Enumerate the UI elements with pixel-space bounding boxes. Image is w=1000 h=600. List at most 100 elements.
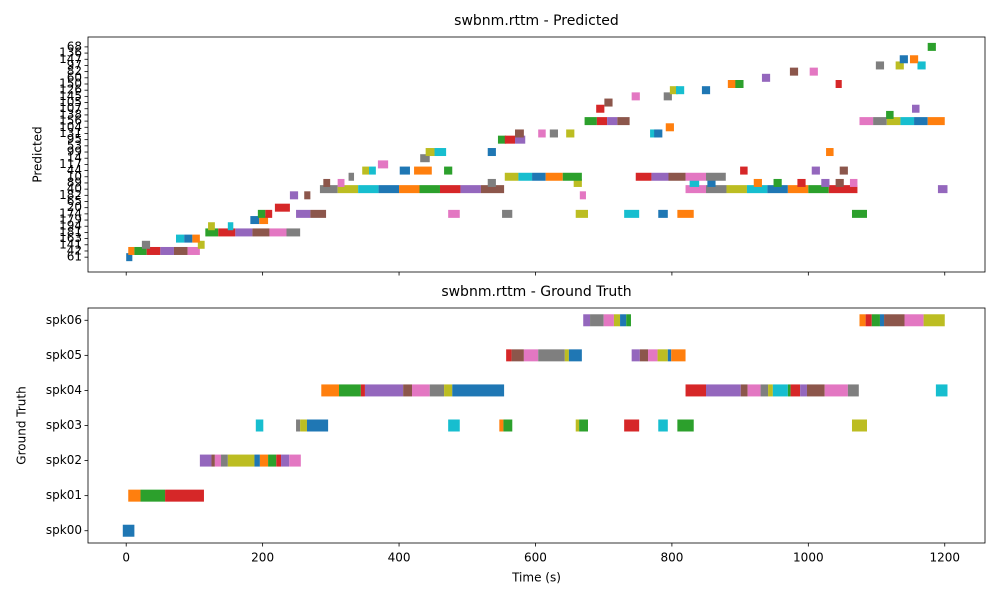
segment [439,185,461,194]
segment [419,185,440,194]
segment [575,209,589,218]
y-tick-label: 44 [67,163,82,177]
segment [658,209,668,218]
segment [235,228,253,237]
segment [504,135,516,144]
x-tick-label: 0 [122,551,130,565]
segment [434,148,447,157]
segment [566,129,575,138]
segment [573,178,582,187]
segment [221,454,228,467]
segment [669,86,679,95]
segment [377,160,389,169]
segment [727,80,739,88]
segment [706,185,727,194]
x-tick-label: 200 [251,551,274,565]
y-tick-label: 60 [67,70,82,84]
segment [654,129,663,138]
segment [665,123,674,132]
segment [192,234,200,243]
segment [706,384,741,397]
segment [726,185,747,194]
segment [286,228,301,237]
segment [444,384,453,397]
y-tick-label: 42 [67,243,82,257]
segment [579,419,589,432]
segment [214,454,222,467]
y-tick-label: 163 [59,231,82,245]
x-tick-label: 800 [660,551,683,565]
segment [532,172,546,181]
segment [306,419,329,432]
segment [789,67,799,76]
y-tick-label: 10 [67,169,82,183]
segment [927,42,936,51]
segment [900,117,915,126]
segment [304,191,311,200]
segment [824,384,848,397]
segment [205,228,219,237]
segment [128,489,141,502]
segment [369,166,376,175]
segment [689,178,700,187]
segment [851,209,867,218]
segment [487,178,496,187]
segment [378,185,400,194]
segment [545,172,563,181]
segment [787,384,791,397]
segment [917,61,926,70]
segment [425,148,435,157]
segment [624,419,640,432]
y-tick-label: 179 [59,213,82,227]
segment [499,419,504,432]
segment [886,110,894,119]
x-tick-label: 1000 [793,551,824,565]
segment [631,349,640,362]
x-axis-label: Time (s) [511,571,561,585]
segment [706,172,726,181]
segment [122,524,135,537]
segment [914,117,928,126]
segment [596,117,608,126]
segment [460,185,481,194]
y-tick-label: spk06 [46,313,82,327]
segment [871,314,880,327]
segment [319,185,338,194]
segment [134,246,147,255]
segment [399,185,420,194]
segment [667,349,672,362]
segment [828,185,858,194]
segment [160,246,174,255]
y-tick-label: spk05 [46,348,82,362]
segment [502,209,513,218]
segment [128,246,135,255]
segment [429,384,445,397]
segment [685,384,707,397]
segment [753,178,762,187]
segment [760,384,769,397]
segment [184,234,193,243]
segment [274,203,290,212]
segment [685,185,707,194]
y-axis-label: Predicted [31,126,45,182]
segment [835,178,844,187]
y-tick-label: 53 [67,138,82,152]
segment [250,216,260,225]
segment [497,135,507,144]
segment [859,117,874,126]
y-tick-label: 68 [67,39,82,53]
segment [199,454,212,467]
segment [126,253,133,262]
segment [849,178,858,187]
segment [879,314,885,327]
y-tick-label: 147 [59,52,82,66]
segment [362,166,370,175]
y-tick-label: spk00 [46,523,82,537]
chart-title: swbnm.rttm - Ground Truth [441,284,631,300]
y-axis-label: Ground Truth [15,386,29,464]
segment [146,246,161,255]
y-tick-label: 104 [59,120,82,134]
segment [761,73,771,82]
segment [538,349,565,362]
